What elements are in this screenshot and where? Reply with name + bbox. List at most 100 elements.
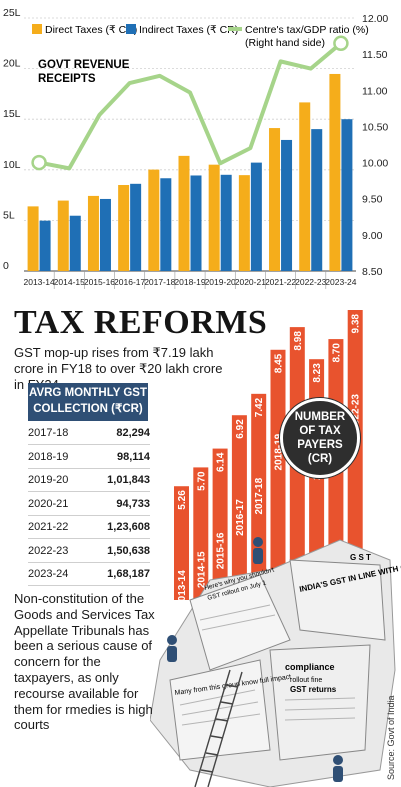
taxpayer-bar (174, 486, 189, 600)
article-note: Non-constitution of the Goods and Servic… (14, 591, 155, 733)
category-label: 2022-23 (295, 277, 326, 287)
category-label: 2019-20 (205, 277, 236, 287)
paper-sheet-3 (169, 659, 271, 761)
category-label: 2023-24 (325, 277, 356, 287)
direct-tax-bar (148, 169, 160, 271)
taxpayer-value-label: 6.92 (235, 419, 246, 439)
taxpayer-bar (193, 467, 209, 600)
revenue-chart: 0 5L 10L 15L 20L 25L 8.50 9.00 9.50 10.00 10.50 11… (3, 7, 388, 289)
taxpayers-badge-line2: OF TAX (299, 425, 341, 437)
legend-ratio-label: Centre's tax/GDP ratio (%) (245, 24, 369, 36)
taxpayer-category-label: 2018-19 (274, 433, 285, 470)
direct-tax-bar (299, 102, 311, 271)
left-tick-label: 20L (3, 58, 21, 70)
taxpayer-value-label: 5.26 (177, 490, 188, 510)
right-tick-label: 9.00 (362, 230, 383, 242)
category-label: 2020-21 (235, 277, 266, 287)
chart-title-line2: RECEIPTS (38, 73, 96, 85)
gst-table-row: 2017-18 82,294 (28, 422, 150, 445)
gst-row-value: 98,114 (116, 450, 150, 463)
taxpayer-value-label: 8.98 (293, 331, 304, 351)
direct-tax-bar (118, 185, 130, 271)
gst-table-row: 2023-24 1,68,187 (28, 563, 150, 586)
ladder-illustration (194, 669, 243, 787)
left-tick-label: 15L (3, 108, 21, 120)
taxpayer-value-label: 8.45 (274, 353, 285, 373)
category-label: 2014-15 (54, 277, 85, 287)
direct-tax-bar (269, 128, 281, 271)
taxpayers-badge-line3: PAYERS (297, 439, 343, 451)
taxpayer-category-label: 2013-14 (177, 570, 188, 600)
legend-ratio-note: (Right hand side) (245, 37, 325, 49)
gst-table-row: 2022-23 1,50,638 (28, 540, 150, 563)
direct-tax-bar (57, 200, 69, 271)
gst-row-year: 2020-21 (28, 497, 69, 510)
legend-direct-swatch (32, 24, 42, 34)
right-tick-label: 10.00 (362, 158, 388, 170)
taxpayer-category-label: 2017-18 (254, 477, 265, 514)
taxpayer-category-label: 2022-23 (351, 394, 362, 431)
taxpayers-badge-line4: (CR) (307, 453, 333, 465)
taxpayer-bar (231, 415, 247, 600)
gst-row-value: 1,50,638 (107, 544, 150, 557)
source-credit-box: Source: Govt of India (386, 620, 400, 780)
gst-row-year: 2022-23 (28, 544, 69, 557)
category-label: 2018-19 (174, 277, 205, 287)
category-label: 2016-17 (114, 277, 145, 287)
ratio-line-group (31, 35, 349, 171)
category-label: 2015-16 (84, 277, 115, 287)
direct-tax-bar (27, 206, 39, 271)
ratio-endpoint (333, 35, 349, 52)
gst-row-value: 1,23,608 (107, 521, 150, 533)
gst-row-year: 2018-19 (28, 450, 69, 463)
source-credit: Source: Govt of India (386, 695, 396, 780)
taxpayer-bar (270, 349, 286, 600)
paper-sheet-2 (289, 559, 386, 641)
left-tick-label: 10L (3, 159, 21, 171)
taxpayer-value-label: 9.38 (351, 314, 362, 334)
collage-headline-3: compliance (285, 662, 335, 672)
direct-tax-bar (208, 164, 220, 271)
category-label: 2021-22 (265, 277, 296, 287)
ratio-endpoint (31, 154, 47, 171)
gst-header-line2: COLLECTION (₹CR) (33, 403, 143, 415)
taxpayer-value-label: 8.23 (312, 363, 323, 383)
right-tick-label: 11.00 (362, 85, 388, 97)
ratio-line (38, 41, 343, 171)
category-label: 2017-18 (144, 277, 175, 287)
direct-tax-bar (238, 175, 250, 271)
climbing-figures-illustration (167, 537, 343, 782)
left-tick-label: 0 (3, 260, 9, 272)
gst-row-year: 2023-24 (28, 568, 69, 580)
taxpayer-value-label: 8.70 (331, 343, 342, 363)
gst-table-header: AVRG MONTHLY GST COLLECTION (₹CR) (28, 383, 148, 421)
direct-tax-bar (87, 195, 99, 271)
taxpayer-category-label: 2016-17 (235, 499, 246, 536)
paper-text-lines (179, 604, 356, 726)
collage-headline-4: GST returns (290, 685, 337, 694)
indirect-tax-bar (190, 175, 202, 271)
collage-headline-5: G S T (350, 553, 371, 562)
taxpayer-bar (212, 448, 228, 600)
taxpayers-badge-line1: NUMBER (294, 411, 346, 423)
gst-table-row: 2021-22 1,23,608 (28, 516, 150, 539)
indirect-tax-bar (130, 183, 142, 271)
taxpayer-value-label: 6.14 (216, 452, 227, 472)
right-tick-label: 11.50 (362, 49, 388, 61)
right-tick-label: 9.50 (362, 194, 383, 206)
indirect-tax-bar (39, 220, 51, 271)
indirect-tax-bar (99, 198, 111, 271)
left-tick-label: 25L (3, 7, 21, 19)
right-tick-label: 8.50 (362, 266, 383, 278)
taxpayer-category-label: 2014-15 (196, 551, 207, 588)
legend-indirect-label: Indirect Taxes (₹ CR) (139, 24, 238, 36)
indirect-tax-bar (341, 119, 353, 271)
gst-header-line1: AVRG MONTHLY GST (29, 387, 147, 399)
legend-direct-label: Direct Taxes (₹ CR) (45, 24, 137, 36)
indirect-tax-bar (311, 129, 323, 271)
chart-title-line1: GOVT REVENUE (38, 59, 130, 71)
paper-sheet-4 (269, 644, 371, 761)
taxpayers-badge: NUMBER OF TAX PAYERS (CR) (280, 398, 360, 478)
taxpayer-value-label: 7.42 (254, 397, 265, 417)
taxpayer-category-label: 2015-16 (216, 532, 227, 569)
